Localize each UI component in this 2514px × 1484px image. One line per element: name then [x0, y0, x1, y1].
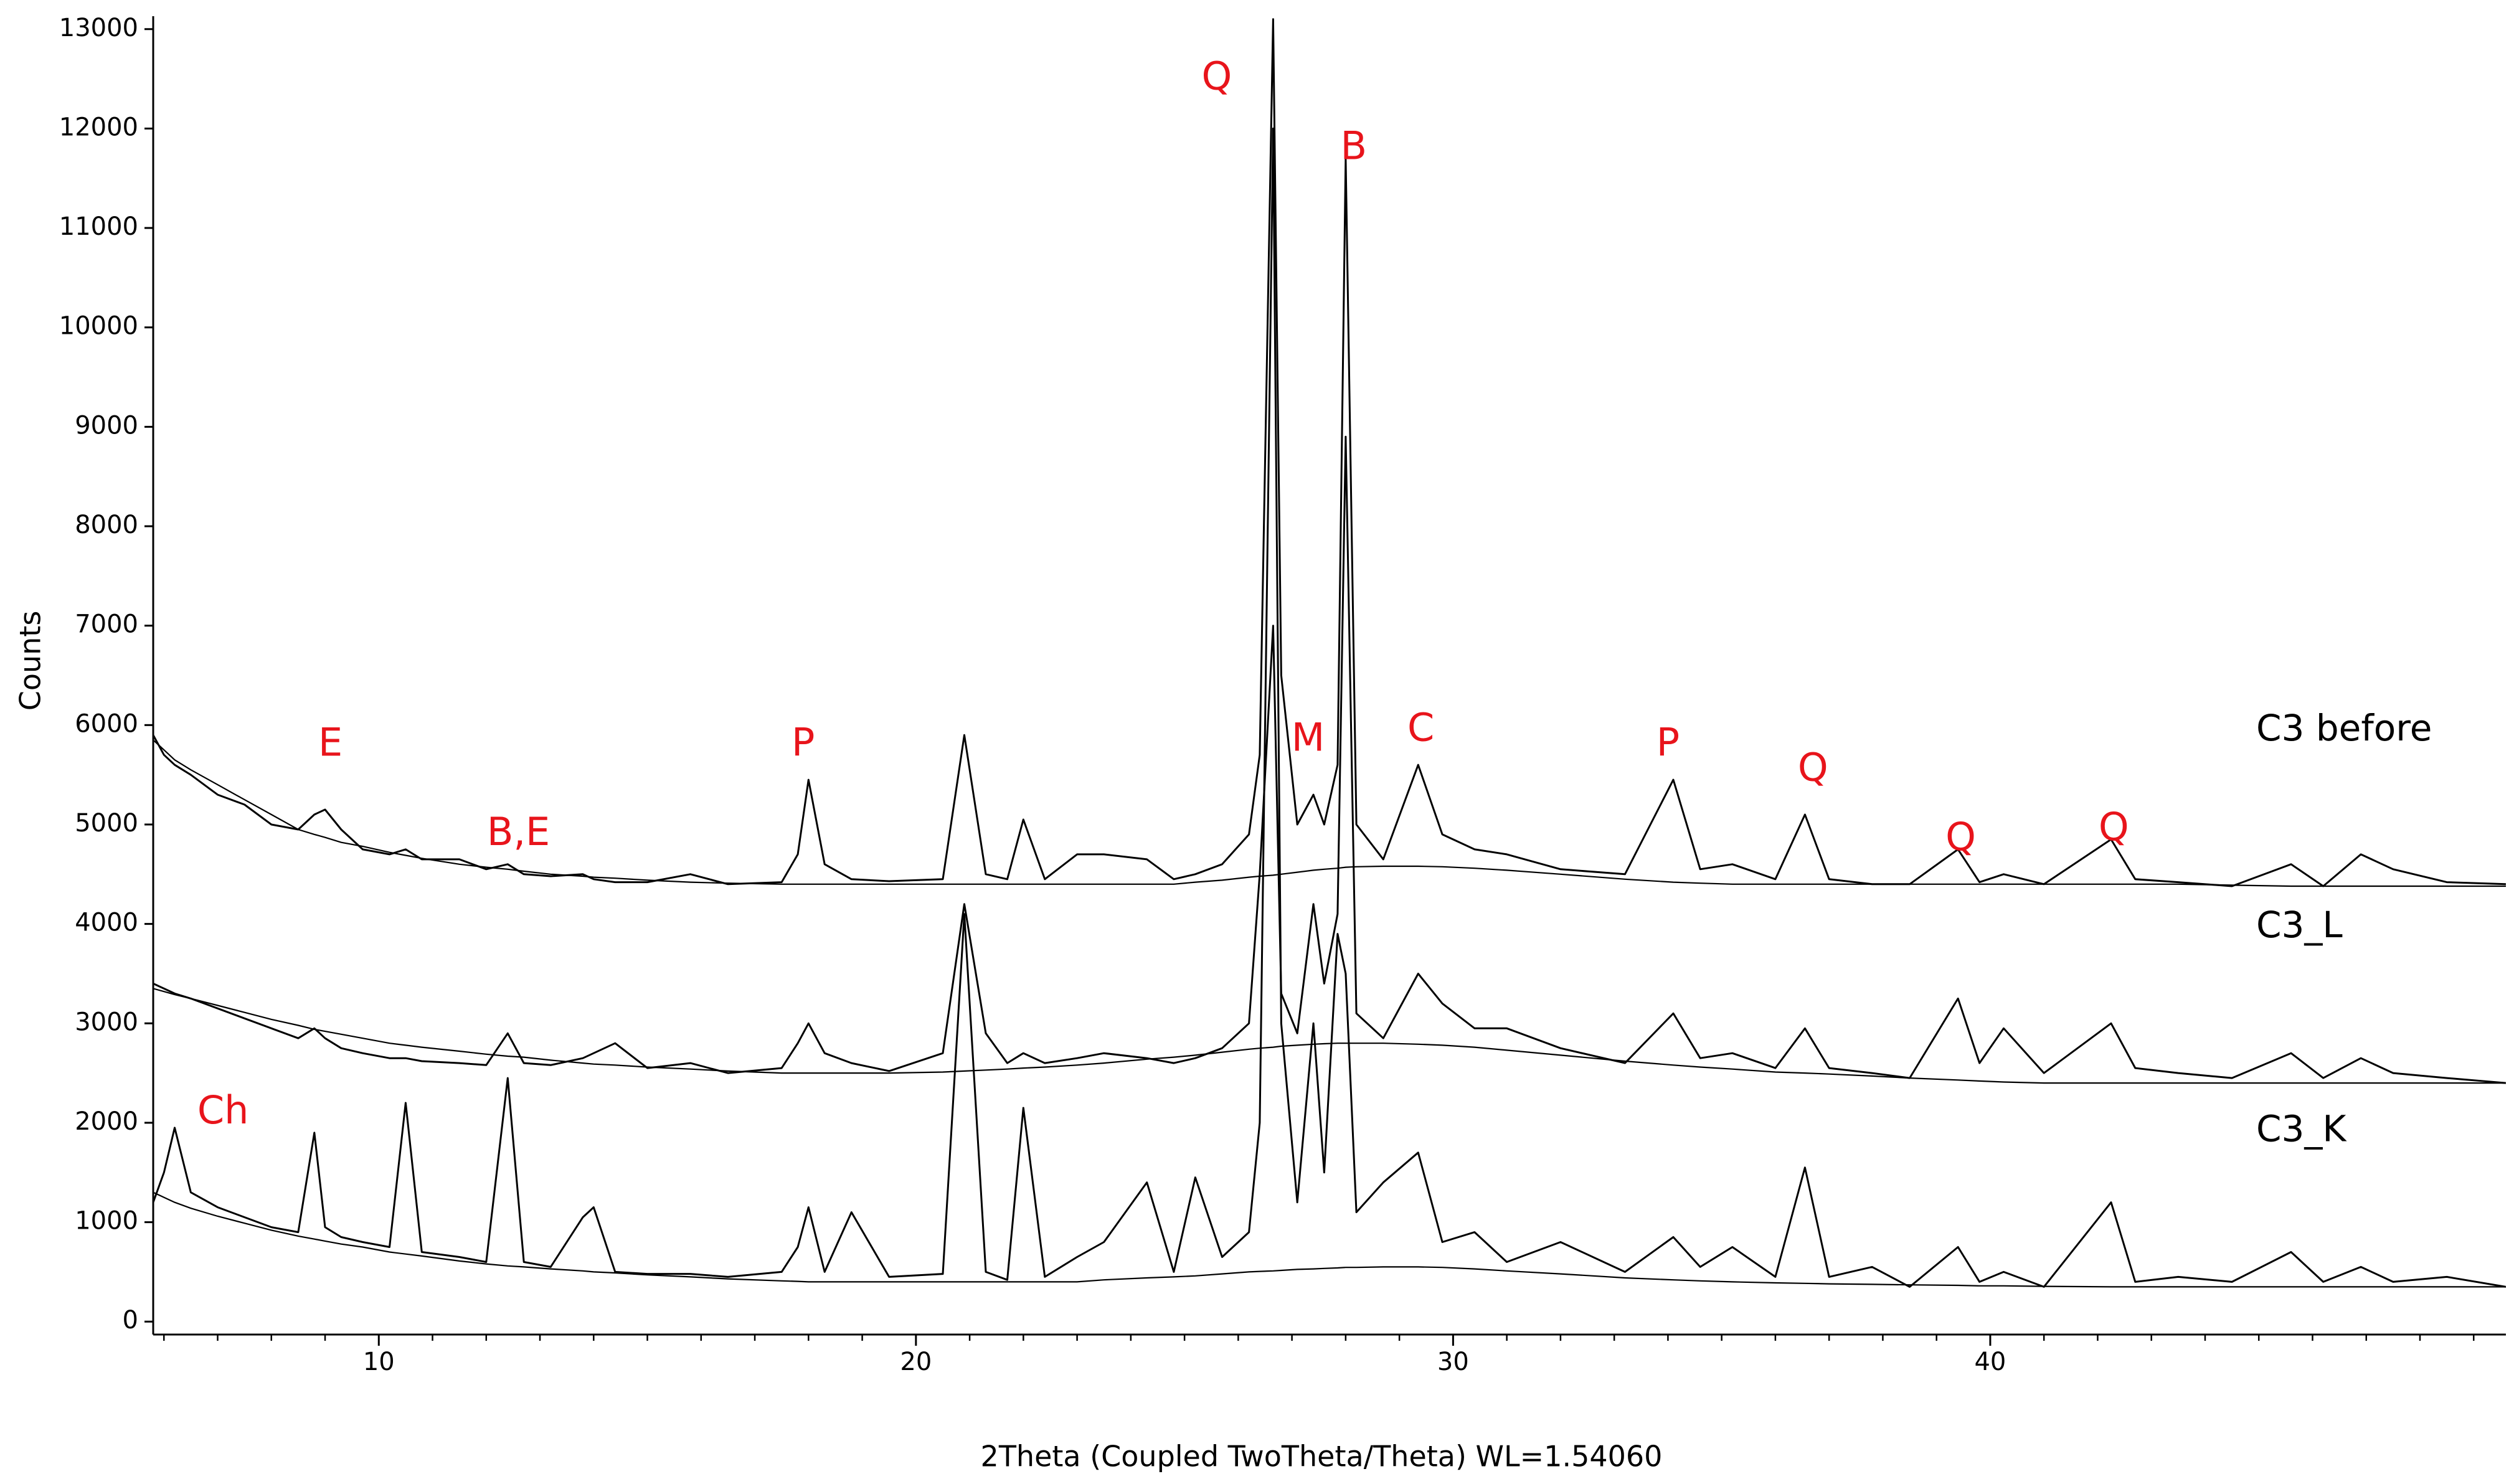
y-tick-label: 2000 — [75, 1107, 138, 1136]
y-tick-label: 7000 — [75, 610, 138, 639]
x-tick-label: 30 — [1437, 1348, 1469, 1376]
y-tick-label: 1000 — [75, 1207, 138, 1236]
peak-label: Q — [2099, 804, 2129, 849]
y-tick-label: 0 — [123, 1306, 138, 1335]
pattern-line — [153, 127, 2506, 1288]
peak-label: B,E — [487, 809, 550, 854]
y-tick-label: 5000 — [75, 809, 138, 838]
series-label: C3_L — [2256, 904, 2343, 946]
background-curve — [153, 1191, 2506, 1288]
y-tick-label: 13000 — [59, 14, 138, 42]
y-tick-label: 9000 — [75, 411, 138, 440]
y-tick-label: 12000 — [59, 113, 138, 141]
pattern-line — [153, 435, 2506, 1084]
pattern-line — [153, 18, 2506, 887]
y-axis-label: Counts — [14, 611, 47, 711]
series-label: C3 before — [2256, 707, 2432, 749]
y-tick-label: 10000 — [59, 312, 138, 341]
background-curve — [153, 739, 2506, 887]
x-tick-label: 10 — [363, 1348, 395, 1376]
y-tick-label: 8000 — [75, 511, 138, 539]
peak-label: Q — [1201, 54, 1232, 99]
peak-label: P — [792, 719, 815, 765]
peak-label: B — [1341, 123, 1368, 168]
peak-label: C — [1407, 704, 1434, 750]
peak-label: P — [1656, 719, 1680, 765]
y-tick-label: 4000 — [75, 909, 138, 937]
series-label: C3_K — [2256, 1107, 2347, 1150]
peak-label: Ch — [197, 1087, 249, 1133]
x-tick-label: 40 — [1974, 1348, 2006, 1376]
y-tick-label: 3000 — [75, 1008, 138, 1036]
y-tick-label: 11000 — [59, 212, 138, 241]
y-tick-label: 6000 — [75, 709, 138, 738]
peak-label: Q — [1945, 814, 1976, 859]
peak-label: E — [318, 719, 343, 765]
peak-label: Q — [1798, 744, 1828, 790]
x-tick-label: 20 — [900, 1348, 932, 1376]
x-axis-label: 2Theta (Coupled TwoTheta/Theta) WL=1.540… — [981, 1440, 1663, 1473]
background-curve — [153, 988, 2506, 1084]
peak-label: M — [1292, 714, 1325, 760]
